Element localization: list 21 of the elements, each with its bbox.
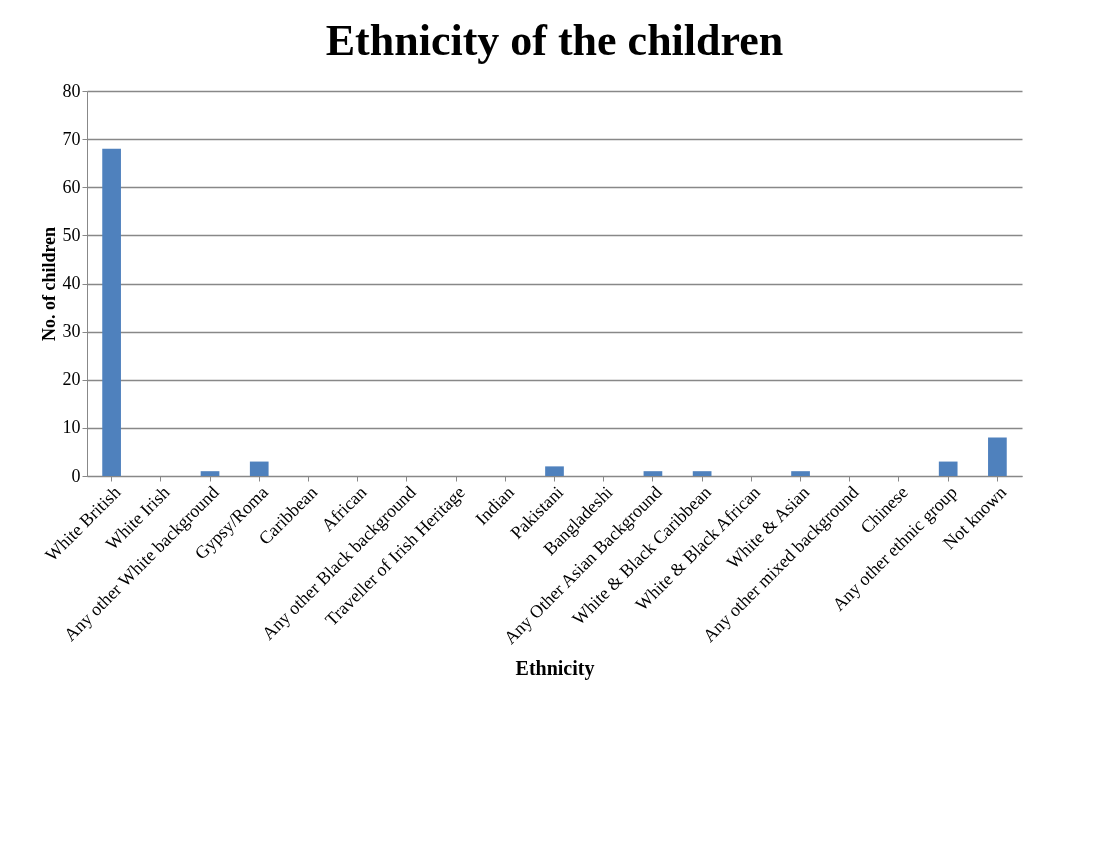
- y-axis-title: No. of children: [38, 226, 59, 342]
- bar: [643, 471, 663, 476]
- y-tick-label: 30: [62, 321, 81, 342]
- y-tick-label: 70: [62, 128, 81, 149]
- bar: [791, 471, 810, 476]
- y-tick-label: 60: [62, 176, 81, 197]
- bar: [200, 471, 220, 476]
- bar: [102, 148, 121, 476]
- chart-title: Ethnicity of the children: [325, 16, 784, 65]
- bar: [938, 461, 958, 476]
- y-tick-label: 10: [62, 417, 81, 438]
- y-tick-label: 50: [62, 224, 81, 245]
- y-tick-label: 0: [71, 465, 81, 486]
- bar: [249, 461, 269, 476]
- y-tick-label: 80: [62, 80, 81, 101]
- y-tick-label: 20: [62, 369, 81, 390]
- bar: [692, 471, 712, 476]
- y-tick-label: 40: [62, 273, 81, 293]
- x-axis-title: Ethnicity: [515, 656, 595, 680]
- bar: [545, 466, 564, 476]
- bar: [988, 437, 1007, 476]
